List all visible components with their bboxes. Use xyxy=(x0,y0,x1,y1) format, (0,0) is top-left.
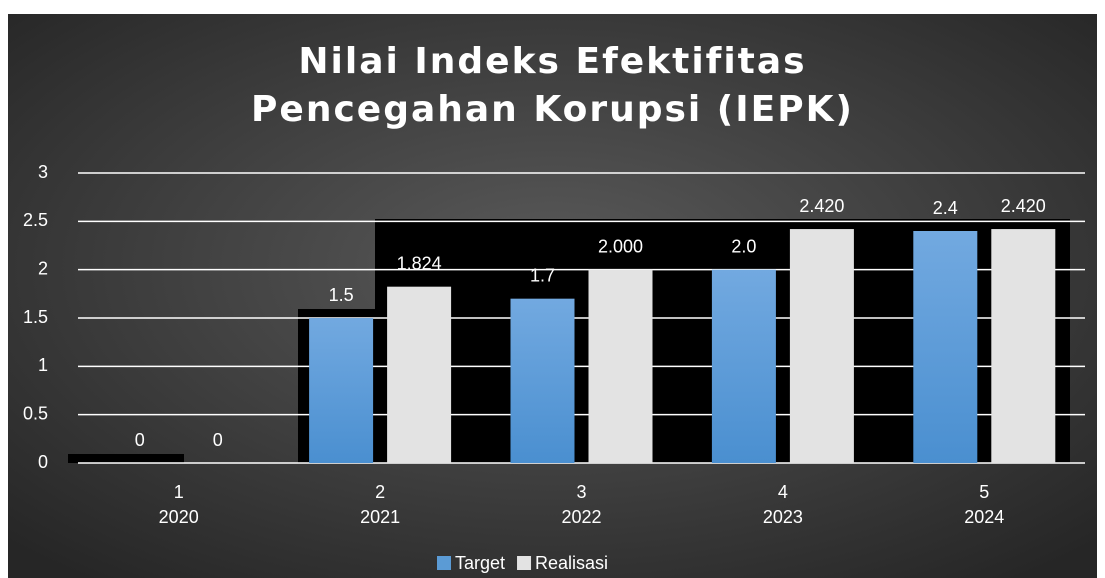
data-label: 0 xyxy=(213,430,223,450)
legend-swatch xyxy=(437,556,451,570)
bar xyxy=(789,229,854,463)
x-tick-label: 4 xyxy=(778,482,788,502)
legend-label: Realisasi xyxy=(535,553,608,573)
chart-title: Nilai Indeks Efektifitas Pencegahan Koru… xyxy=(251,41,854,130)
data-label: 2.4 xyxy=(933,198,958,218)
data-label: 2.0 xyxy=(731,236,756,256)
bar xyxy=(309,318,374,463)
x-tick-year: 2021 xyxy=(360,507,400,527)
x-tick-label: 5 xyxy=(979,482,989,502)
data-label: 2.000 xyxy=(598,236,643,256)
bar xyxy=(991,229,1056,463)
x-tick-year: 2023 xyxy=(763,507,803,527)
data-label: 2.420 xyxy=(799,196,844,216)
bar xyxy=(588,269,653,463)
legend-label: Target xyxy=(455,553,505,573)
data-label: 2.420 xyxy=(1001,196,1046,216)
bar xyxy=(711,269,776,463)
x-tick-label: 2 xyxy=(375,482,385,502)
x-tick-year: 2022 xyxy=(561,507,601,527)
data-label: 0 xyxy=(135,430,145,450)
data-label: 1.824 xyxy=(397,253,442,273)
x-tick-label: 3 xyxy=(576,482,586,502)
y-tick-label: 0.5 xyxy=(23,403,48,423)
y-tick-label: 0 xyxy=(38,452,48,472)
data-label: 1.7 xyxy=(530,265,555,285)
y-tick-label: 3 xyxy=(38,162,48,182)
legend-swatch xyxy=(517,556,532,570)
x-tick-year: 2024 xyxy=(964,507,1004,527)
x-tick-label: 1 xyxy=(174,482,184,502)
bar xyxy=(510,298,575,463)
data-label: 1.5 xyxy=(329,285,354,305)
y-tick-label: 2 xyxy=(38,258,48,278)
y-tick-label: 1.5 xyxy=(23,307,48,327)
x-tick-year: 2020 xyxy=(159,507,199,527)
y-tick-label: 1 xyxy=(38,355,48,375)
bar xyxy=(387,286,452,463)
bar xyxy=(913,231,978,463)
y-tick-label: 2.5 xyxy=(23,210,48,230)
